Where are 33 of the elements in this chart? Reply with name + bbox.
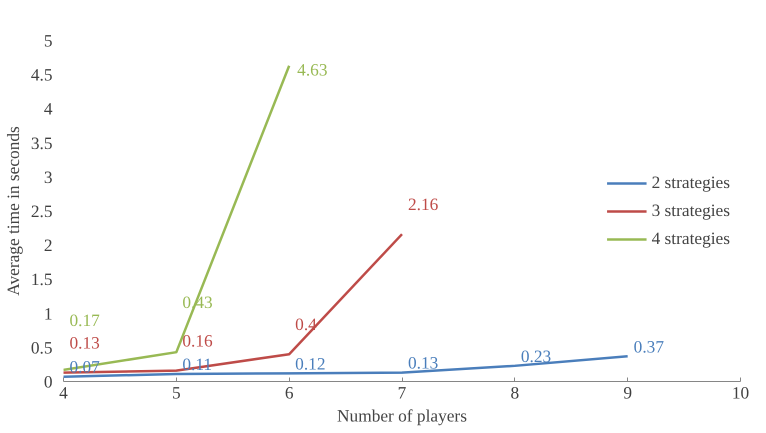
x-tick-label: 8: [510, 384, 520, 402]
data-label: 0.17: [70, 310, 100, 330]
y-tick-label: 4.5: [30, 66, 53, 85]
legend-label: 4 strategies: [652, 228, 730, 248]
y-tick-label: 4: [44, 100, 53, 119]
x-tick-label: 5: [172, 384, 181, 402]
legend-label: 3 strategies: [652, 200, 730, 220]
data-label: 2.16: [408, 195, 439, 214]
line-series: [64, 232, 404, 374]
data-label: 0.16: [182, 332, 213, 351]
x-tick-label: 9: [623, 384, 632, 402]
data-label: 0.13: [408, 354, 438, 373]
y-tick-label: 3.5: [30, 134, 53, 153]
y-axis-title: Average time in seconds: [4, 126, 23, 296]
y-tick-label: 0: [44, 372, 53, 392]
y-tick-label: 5: [44, 32, 53, 50]
x-tick-label: 4: [59, 384, 68, 402]
x-axis-title: Number of players: [337, 406, 468, 426]
x-tick-label: 10: [732, 384, 750, 402]
y-tick-label: 2.5: [30, 202, 53, 221]
x-tick-label: 6: [284, 384, 294, 402]
data-label: 0.23: [520, 346, 552, 366]
y-tick-label: 0.5: [30, 338, 53, 358]
y-tick-label: 1: [44, 304, 53, 324]
y-tick-label: 2: [44, 236, 53, 256]
data-label: 0.37: [634, 337, 664, 356]
x-tick-label: 7: [398, 384, 407, 402]
y-tick-label: 3: [44, 168, 53, 187]
legend-label: 2 strategies: [652, 172, 730, 192]
data-label: 0.12: [295, 354, 326, 374]
y-tick-label: 1.5: [30, 270, 53, 290]
data-label: 0.13: [70, 334, 100, 353]
data-label: 4.63: [297, 60, 328, 80]
